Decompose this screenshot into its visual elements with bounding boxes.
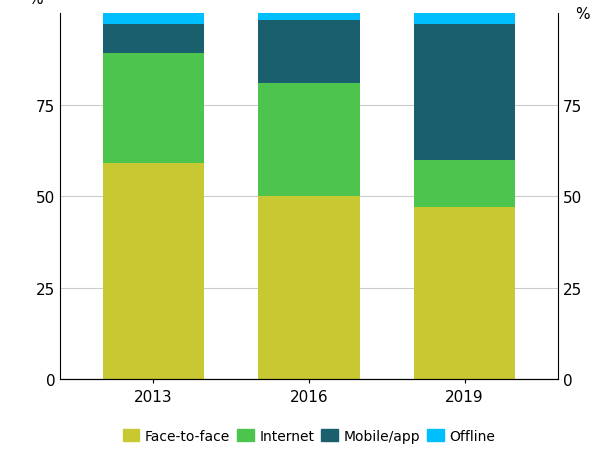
Bar	[259, 14, 359, 21]
Bar	[103, 25, 204, 54]
Legend: Face-to-face, Internet, Mobile/app, Offline: Face-to-face, Internet, Mobile/app, Offl…	[117, 423, 501, 448]
Bar	[259, 197, 359, 380]
Bar	[414, 14, 515, 25]
Bar	[259, 21, 359, 83]
Bar	[103, 14, 204, 25]
Bar	[414, 208, 515, 380]
Y-axis label: %: %	[28, 0, 43, 6]
Bar	[259, 83, 359, 197]
Y-axis label: %: %	[575, 6, 590, 22]
Bar	[414, 25, 515, 160]
Bar	[103, 164, 204, 380]
Bar	[414, 160, 515, 208]
Bar	[103, 54, 204, 164]
